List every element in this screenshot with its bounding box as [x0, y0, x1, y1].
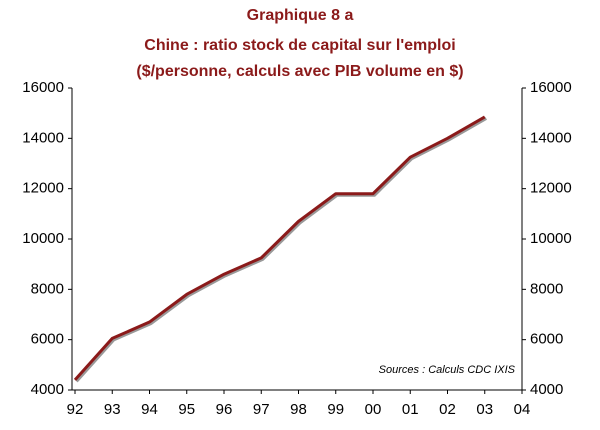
x-tick-label: 01 [402, 401, 419, 418]
x-tick-label: 00 [365, 401, 382, 418]
series-line [73, 115, 486, 381]
y-tick-label: 12000 [22, 180, 64, 197]
y2-tick-label: 10000 [530, 230, 572, 247]
x-tick-label: 95 [178, 401, 195, 418]
x-tick-label: 04 [514, 401, 531, 418]
chart-subtitle: ($/personne, calculs avec PIB volume en … [136, 63, 463, 80]
y2-tick-label: 8000 [530, 280, 563, 297]
y2-tick-label: 6000 [530, 331, 563, 348]
y-tick-label: 8000 [31, 280, 64, 297]
y2-tick-label: 12000 [530, 180, 572, 197]
x-tick-label: 98 [290, 401, 307, 418]
x-tick-label: 92 [67, 401, 84, 418]
chart-title: Graphique 8 a [247, 7, 354, 24]
x-tick-label: 99 [327, 401, 344, 418]
chart-subtitle: Chine : ratio stock de capital sur l'emp… [144, 37, 455, 54]
y-tick-label: 4000 [31, 381, 64, 398]
x-tick-label: 96 [216, 401, 233, 418]
y2-tick-label: 16000 [530, 79, 572, 96]
y2-tick-label: 14000 [530, 129, 572, 146]
x-tick-label: 03 [476, 401, 493, 418]
y2-tick-label: 4000 [530, 381, 563, 398]
x-tick-label: 97 [253, 401, 270, 418]
x-tick-label: 94 [141, 401, 158, 418]
y-tick-label: 10000 [22, 230, 64, 247]
x-tick-label: 93 [104, 401, 121, 418]
line-shadow [75, 117, 487, 383]
y-tick-label: 16000 [22, 79, 64, 96]
y-tick-label: 14000 [22, 129, 64, 146]
annotation: Sources : Calculs CDC IXIS [379, 364, 516, 376]
x-tick-label: 02 [439, 401, 456, 418]
y-tick-label: 6000 [31, 331, 64, 348]
